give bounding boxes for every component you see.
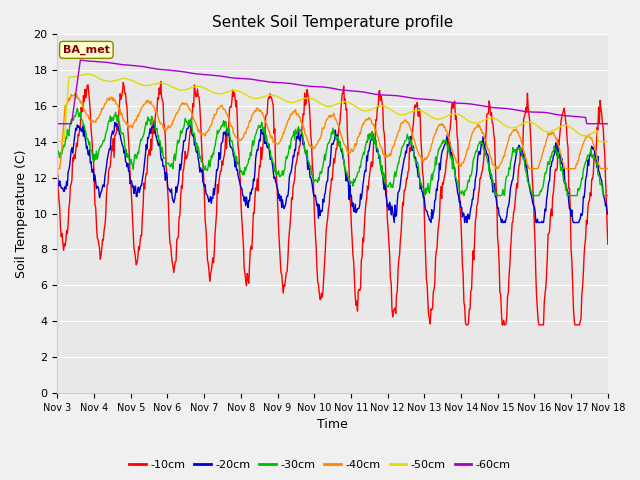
Text: BA_met: BA_met	[63, 45, 110, 55]
X-axis label: Time: Time	[317, 419, 348, 432]
Y-axis label: Soil Temperature (C): Soil Temperature (C)	[15, 149, 28, 278]
Legend: -10cm, -20cm, -30cm, -40cm, -50cm, -60cm: -10cm, -20cm, -30cm, -40cm, -50cm, -60cm	[125, 456, 515, 474]
Title: Sentek Soil Temperature profile: Sentek Soil Temperature profile	[212, 15, 453, 30]
